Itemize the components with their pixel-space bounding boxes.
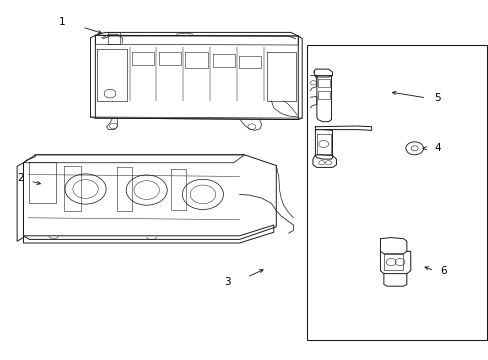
Text: 3: 3 <box>224 276 230 287</box>
Text: 4: 4 <box>433 143 440 153</box>
Text: 2: 2 <box>17 173 24 183</box>
Text: 5: 5 <box>433 93 440 103</box>
Text: 1: 1 <box>59 17 66 27</box>
Text: 6: 6 <box>440 266 447 276</box>
Bar <box>306 45 486 340</box>
